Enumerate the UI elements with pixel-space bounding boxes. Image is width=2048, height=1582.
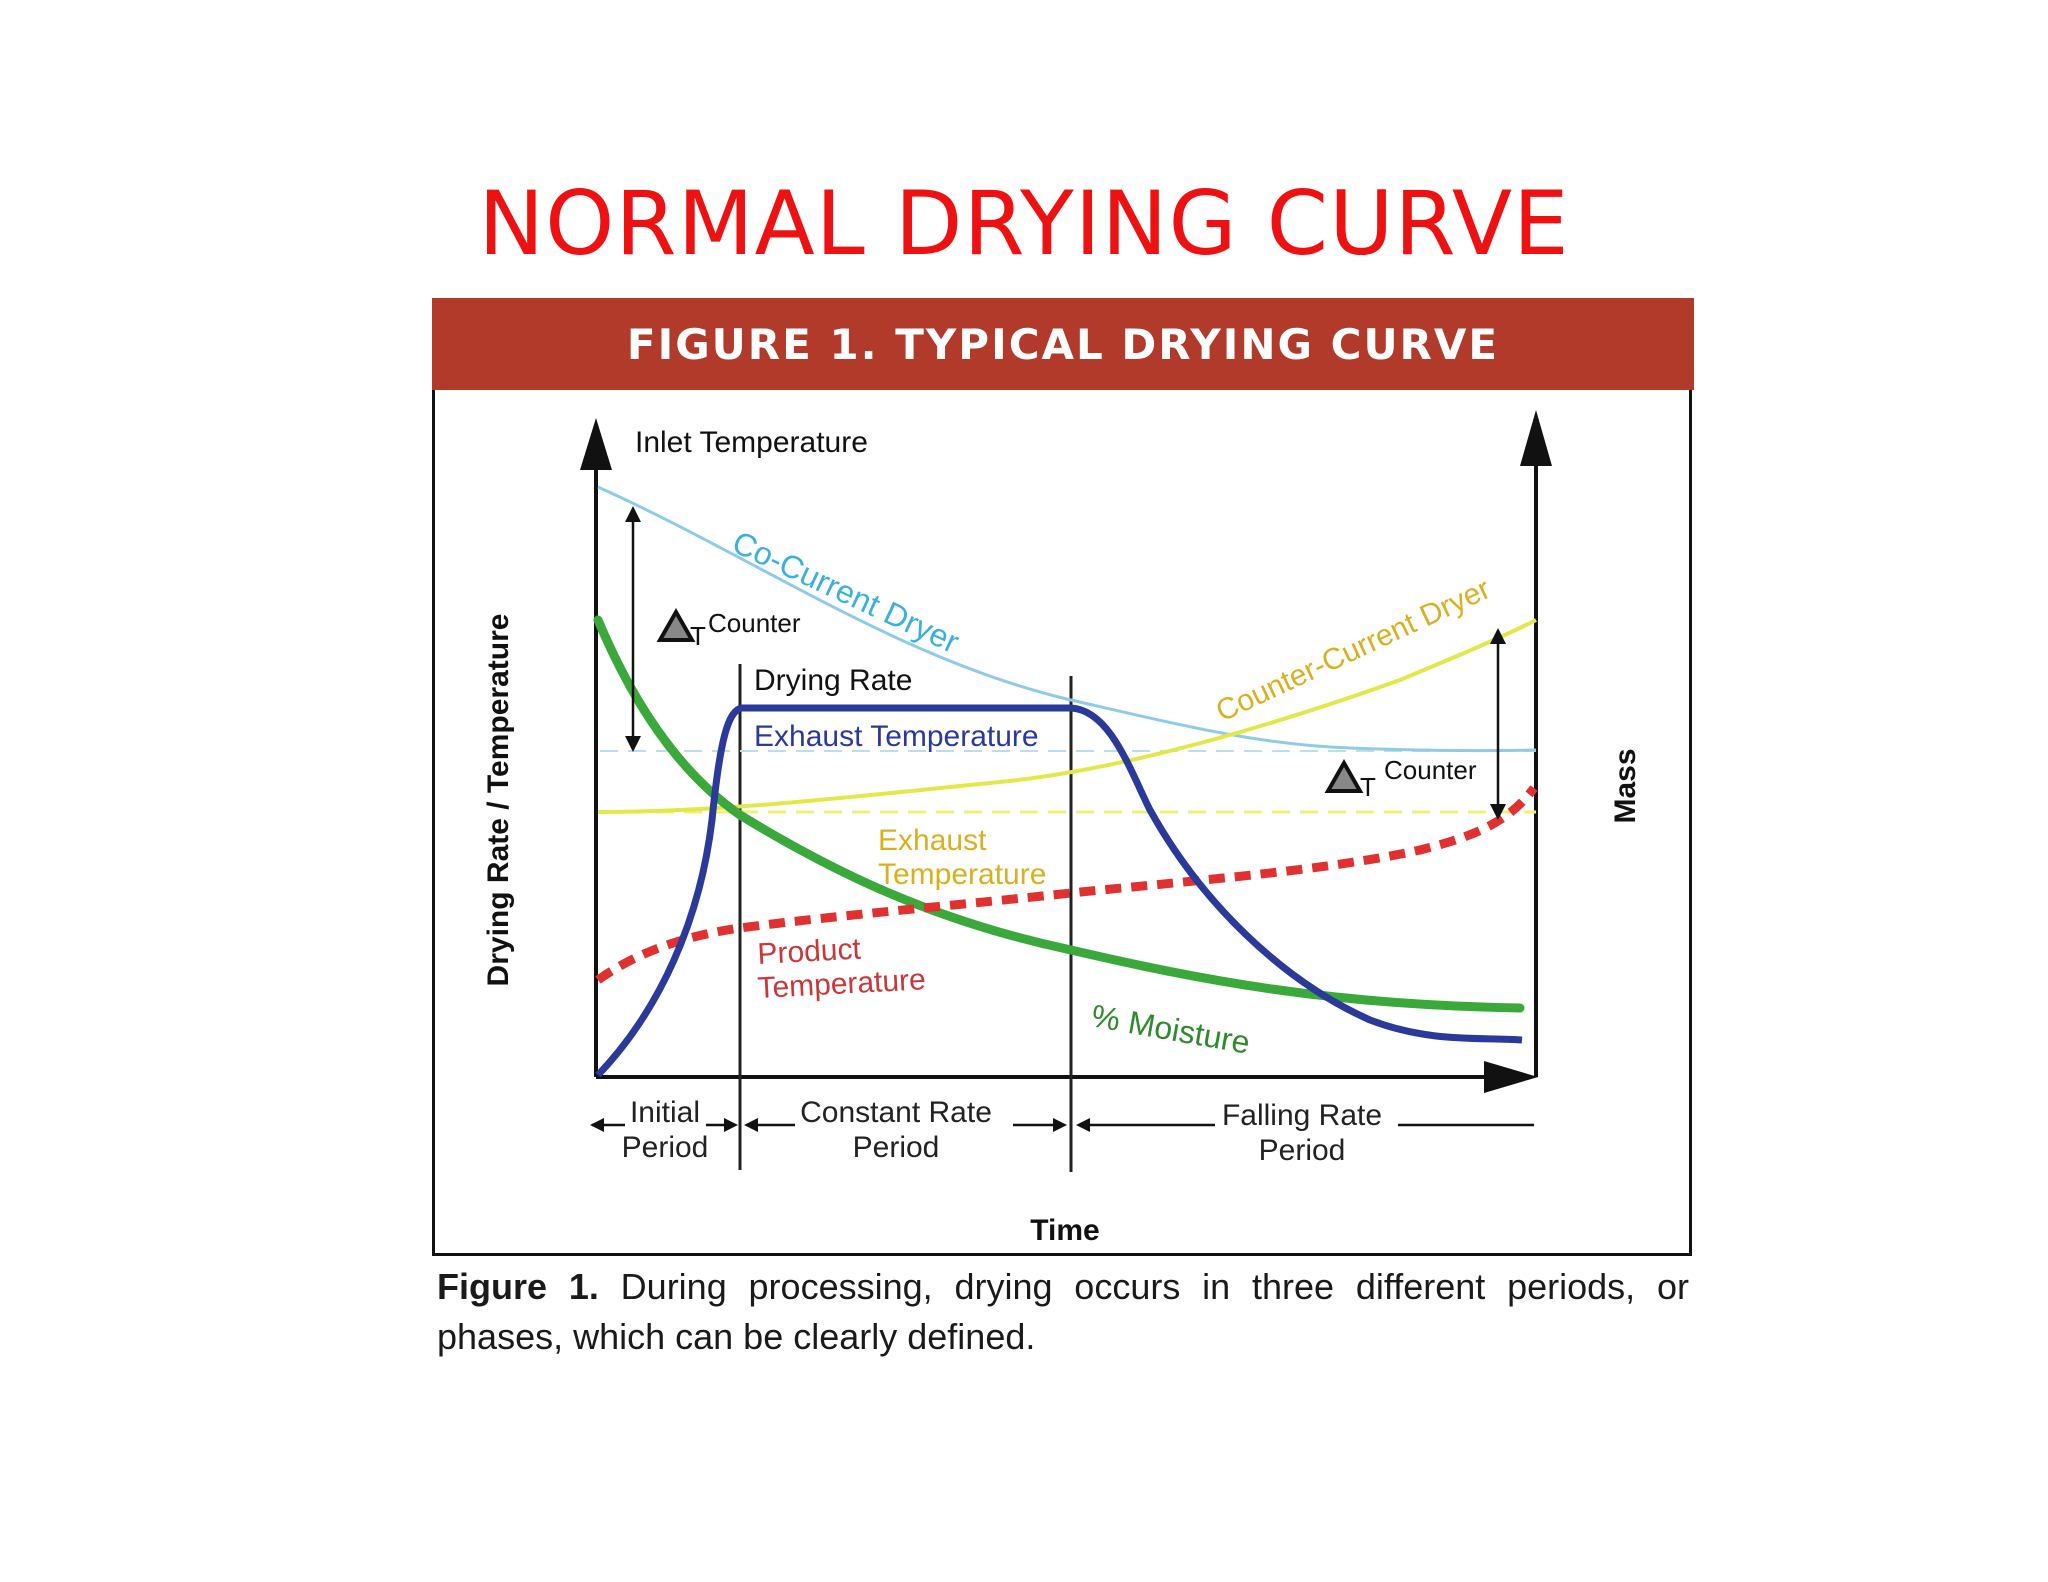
drying-rate-label: Drying Rate xyxy=(754,664,912,697)
constant-period-label-2: Period xyxy=(853,1131,940,1164)
counter-current-dryer-curve xyxy=(597,618,1537,814)
initial-period-label-1: Initial xyxy=(630,1096,700,1129)
delta-t-right-triangle xyxy=(1324,758,1364,793)
left-y-axis-arrowhead xyxy=(580,418,612,470)
drying-rate-curve xyxy=(595,704,1523,1078)
initial-period-label-2: Period xyxy=(622,1131,709,1164)
inlet-temperature-label: Inlet Temperature xyxy=(635,426,868,459)
delta-t-right-arrowhead-bottom xyxy=(1490,804,1506,820)
co-current-dryer-label: Co-Current Dryer xyxy=(727,524,965,660)
exhaust-temperature-yellow-label-2: Temperature xyxy=(878,858,1046,891)
constant-period-arrowhead-right xyxy=(1053,1118,1067,1132)
constant-period-label-1: Constant Rate xyxy=(800,1096,992,1129)
delta-t-left-arrowhead-top xyxy=(625,506,641,522)
delta-t-left-word: Counter xyxy=(708,608,801,638)
figure-caption: Figure 1. During processing, drying occu… xyxy=(437,1262,1689,1362)
constant-period-arrowhead-left xyxy=(744,1118,758,1132)
y-axis-right-label: Mass xyxy=(1609,748,1642,823)
moisture-label: % Moisture xyxy=(1089,997,1253,1060)
delta-t-left-sub: T xyxy=(690,621,706,651)
delta-t-right-arrowhead-top xyxy=(1490,628,1506,644)
counter-current-dryer-label: Counter-Current Dryer xyxy=(1211,572,1495,728)
delta-t-left-arrowhead-bottom xyxy=(625,736,641,752)
exhaust-temperature-blue-label: Exhaust Temperature xyxy=(754,720,1039,753)
initial-period-arrowhead-left xyxy=(590,1118,604,1132)
right-y-axis-arrowhead xyxy=(1520,410,1552,466)
falling-period-label-1: Falling Rate xyxy=(1222,1099,1382,1132)
falling-period-arrowhead-left xyxy=(1076,1118,1090,1132)
figure-banner: FIGURE 1. TYPICAL DRYING CURVE xyxy=(432,298,1694,390)
product-temperature-label-1: Product xyxy=(757,933,863,971)
co-current-dryer-curve xyxy=(597,485,1537,753)
delta-t-right-word: Counter xyxy=(1384,755,1477,785)
figure-frame xyxy=(432,298,1692,1256)
caption-text: During processing, drying occurs in thre… xyxy=(437,1266,1689,1357)
delta-t-right-sub: T xyxy=(1360,772,1376,802)
x-axis-arrowhead xyxy=(1484,1061,1538,1093)
initial-period-arrowhead-right xyxy=(724,1118,738,1132)
delta-t-left-triangle xyxy=(656,607,696,642)
falling-period-label-2: Period xyxy=(1259,1134,1346,1167)
y-axis-left-label: Drying Rate / Temperature xyxy=(482,614,515,987)
x-axis-label: Time xyxy=(1030,1214,1099,1247)
moisture-curve xyxy=(593,615,1525,1013)
slide-title: NORMAL DRYING CURVE xyxy=(478,172,1570,275)
caption-bold: Figure 1. xyxy=(437,1266,599,1307)
exhaust-temperature-yellow-label-1: Exhaust xyxy=(878,824,987,857)
